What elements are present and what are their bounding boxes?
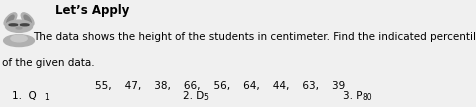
Circle shape xyxy=(20,24,29,26)
Text: The data shows the height of the students in centimeter. Find the indicated perc: The data shows the height of the student… xyxy=(33,32,476,42)
Text: Let’s Apply: Let’s Apply xyxy=(55,4,129,17)
Text: 1.  Q: 1. Q xyxy=(12,91,37,101)
Text: 80: 80 xyxy=(363,93,372,102)
Text: 5: 5 xyxy=(203,93,208,102)
Ellipse shape xyxy=(4,13,17,26)
Ellipse shape xyxy=(11,35,27,42)
Text: of the given data.: of the given data. xyxy=(2,58,95,68)
Ellipse shape xyxy=(24,15,31,23)
Ellipse shape xyxy=(7,15,14,23)
Text: 55,    47,    38,    66,    56,    64,    44,    63,    39: 55, 47, 38, 66, 56, 64, 44, 63, 39 xyxy=(95,81,346,91)
Ellipse shape xyxy=(4,35,34,47)
Text: 2. D: 2. D xyxy=(183,91,205,101)
Text: 1: 1 xyxy=(44,93,49,102)
Ellipse shape xyxy=(16,27,22,29)
Text: 3. P: 3. P xyxy=(343,91,362,101)
Circle shape xyxy=(9,24,18,26)
Ellipse shape xyxy=(6,20,32,32)
Ellipse shape xyxy=(21,13,34,26)
